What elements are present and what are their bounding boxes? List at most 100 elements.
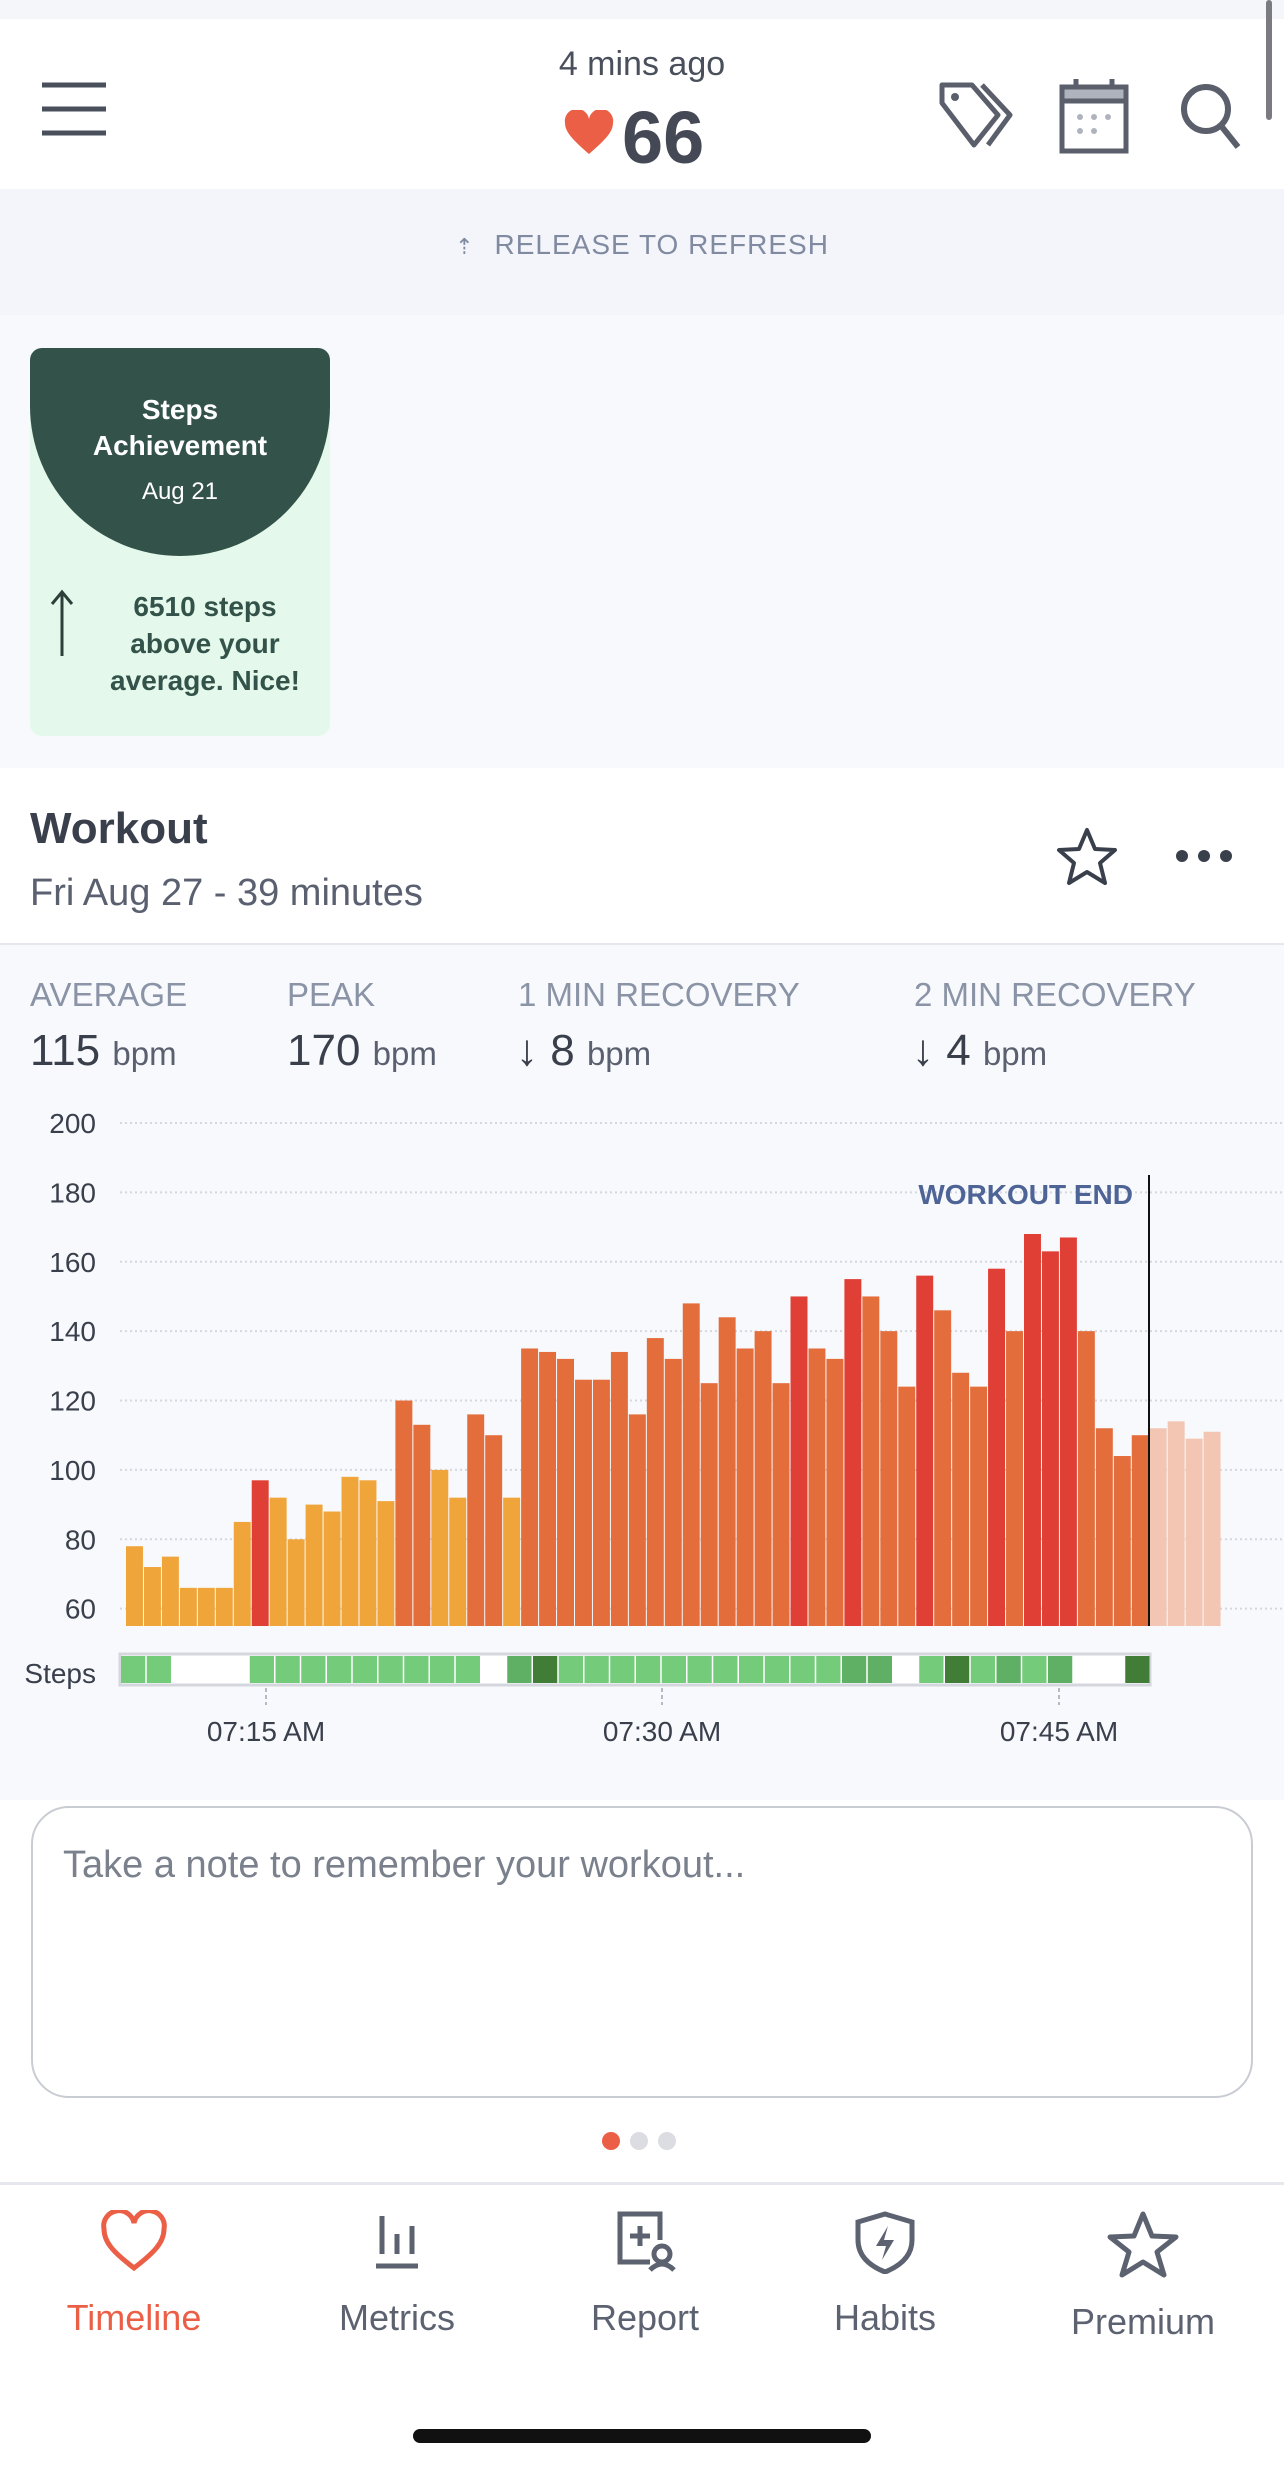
menu-icon[interactable]	[40, 81, 108, 137]
heart-icon	[564, 110, 614, 154]
steps-segment	[430, 1656, 455, 1683]
y-tick-label: 60	[65, 1594, 96, 1625]
hr-bar	[341, 1476, 359, 1626]
steps-label: Steps	[24, 1658, 96, 1689]
steps-segment	[1099, 1656, 1124, 1683]
nav-label: Timeline	[66, 2297, 202, 2338]
achievement-date: Aug 21	[141, 478, 219, 505]
stat-1min-recovery-label: 1 MIN RECOVERY	[518, 976, 800, 1013]
steps-segment	[249, 1656, 274, 1683]
last-updated: 4 mins ago	[558, 45, 726, 83]
steps-segment	[893, 1656, 918, 1683]
workout-end-label: WORKOUT END	[918, 1179, 1133, 1210]
stat-unit: bpm	[982, 1035, 1048, 1072]
hr-bar	[1203, 1431, 1221, 1626]
arrow-down-icon: ↓	[516, 1026, 538, 1075]
steps-segment	[481, 1656, 506, 1683]
steps-segment	[739, 1656, 764, 1683]
hr-bar	[736, 1348, 754, 1626]
nav-habits[interactable]: Habits	[785, 2210, 985, 2339]
x-tick-label: 07:15 AM	[207, 1716, 325, 1747]
more-options-icon[interactable]	[1174, 848, 1234, 864]
report-icon	[617, 2211, 676, 2272]
page-dot[interactable]	[630, 2132, 648, 2150]
hr-bar	[251, 1480, 269, 1626]
nav-metrics[interactable]: Metrics	[297, 2210, 497, 2339]
steps-segment	[404, 1656, 429, 1683]
hr-bar	[754, 1331, 772, 1626]
hr-bar	[305, 1504, 323, 1626]
stat-value: 4	[946, 1026, 971, 1075]
hr-bar	[485, 1435, 503, 1626]
bar-chart-icon	[376, 2216, 418, 2269]
scrollbar[interactable]	[1266, 0, 1272, 120]
hr-bar	[197, 1587, 215, 1626]
steps-segment	[713, 1656, 738, 1683]
stat-average-value: 115 bpm	[30, 1026, 177, 1076]
hr-bar	[610, 1351, 628, 1626]
hr-bar	[126, 1546, 143, 1626]
steps-segment	[842, 1656, 867, 1683]
steps-segment	[970, 1656, 995, 1683]
hr-bar	[395, 1400, 413, 1626]
shield-bolt-icon	[855, 2211, 915, 2275]
y-tick-label: 140	[49, 1316, 96, 1347]
hr-bar	[1167, 1421, 1185, 1626]
calendar-icon[interactable]	[1058, 77, 1130, 155]
status-bar	[0, 0, 1284, 19]
nav-label: Habits	[833, 2297, 937, 2338]
nav-label: Metrics	[339, 2297, 455, 2338]
hr-bar	[880, 1331, 898, 1626]
stat-value: 170	[287, 1026, 361, 1075]
hr-bar	[431, 1469, 449, 1626]
nav-report[interactable]: Report	[545, 2210, 745, 2339]
hr-bar	[646, 1338, 664, 1626]
hr-bar	[916, 1275, 934, 1626]
steps-segment	[816, 1656, 841, 1683]
arrow-up-icon	[50, 589, 74, 656]
hr-bar	[844, 1279, 862, 1626]
page-indicator	[602, 2132, 676, 2150]
stat-unit: bpm	[372, 1035, 437, 1072]
stat-2min-recovery-value: ↓ 4 bpm	[912, 1026, 1047, 1076]
steps-segment	[146, 1656, 171, 1683]
arrow-down-icon: ↓	[912, 1026, 934, 1075]
workout-note-input[interactable]: Take a note to remember your workout...	[31, 1806, 1253, 2098]
steps-segment	[764, 1656, 789, 1683]
steps-segment	[919, 1656, 944, 1683]
hr-bar	[521, 1348, 539, 1626]
nav-premium[interactable]: Premium	[1043, 2210, 1243, 2343]
tag-icon[interactable]	[938, 79, 1016, 153]
pull-to-refresh: ⇡ RELEASE TO REFRESH	[0, 189, 1284, 315]
hr-bar	[269, 1497, 287, 1626]
steps-achievement-card[interactable]: Steps Achievement Aug 21 6510 steps abov…	[30, 348, 330, 736]
heart-icon	[101, 2208, 167, 2272]
hr-bar	[287, 1539, 305, 1626]
steps-segment	[378, 1656, 403, 1683]
steps-segment	[1022, 1656, 1047, 1683]
star-icon	[1107, 2211, 1179, 2278]
hr-bar	[952, 1372, 970, 1626]
nav-timeline[interactable]: Timeline	[34, 2208, 234, 2339]
hr-bar	[862, 1296, 880, 1626]
search-icon[interactable]	[1178, 79, 1244, 153]
steps-segment	[455, 1656, 480, 1683]
page-dot[interactable]	[658, 2132, 676, 2150]
y-tick-label: 160	[49, 1247, 96, 1278]
hr-bar	[449, 1497, 467, 1626]
steps-segment	[945, 1656, 970, 1683]
steps-segment	[1073, 1656, 1098, 1683]
favorite-star-icon[interactable]	[1055, 826, 1119, 886]
hr-bar	[628, 1414, 646, 1626]
stat-1min-recovery-value: ↓ 8 bpm	[516, 1026, 651, 1076]
hr-bar	[898, 1386, 916, 1626]
achievement-title-2: Achievement	[92, 430, 268, 461]
workout-subtitle: Fri Aug 27 - 39 minutes	[30, 872, 423, 914]
hr-bar	[377, 1501, 395, 1626]
hr-bar	[161, 1556, 179, 1626]
x-tick-label: 07:30 AM	[603, 1716, 721, 1747]
nav-label: Report	[590, 2297, 700, 2338]
page-dot-active[interactable]	[602, 2132, 620, 2150]
y-tick-label: 120	[49, 1386, 96, 1417]
hr-bar	[664, 1358, 682, 1626]
